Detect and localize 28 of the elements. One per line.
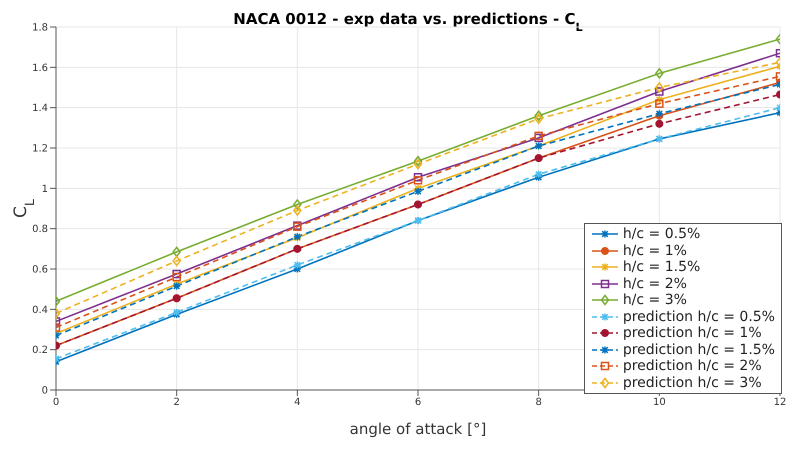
- legend-label: prediction h/c = 0.5%: [622, 308, 775, 325]
- legend-label: prediction h/c = 3%: [622, 374, 762, 391]
- legend-label: prediction h/c = 2%: [622, 358, 762, 374]
- x-tick-label: 6: [414, 397, 422, 408]
- legend-label: h/c = 0.5%: [622, 226, 700, 242]
- y-tick-label: 1.8: [32, 22, 48, 34]
- y-tick-label: 0: [42, 386, 48, 397]
- y-tick-label: 1.2: [32, 144, 48, 155]
- x-tick-label: 12: [774, 397, 786, 408]
- legend-label: prediction h/c = 1%: [622, 325, 762, 342]
- y-tick-label: 1: [42, 184, 48, 195]
- legend-label: h/c = 2%: [622, 276, 687, 292]
- legend-label: h/c = 1.5%: [622, 259, 700, 276]
- legend-label: h/c = 1%: [622, 242, 687, 259]
- y-tick-label: 0.6: [32, 264, 48, 276]
- y-tick-label: 0.4: [32, 304, 48, 316]
- y-tick-label: 1.6: [32, 62, 48, 74]
- x-tick-label: 8: [535, 397, 542, 408]
- x-tick-label: 10: [652, 397, 666, 408]
- y-tick-label: 1.4: [32, 103, 48, 114]
- x-axis-title: angle of attack [°]: [350, 420, 486, 438]
- x-tick-label: 4: [294, 397, 301, 408]
- x-tick-label: 2: [173, 397, 180, 408]
- y-tick-label: 0.2: [32, 345, 48, 356]
- legend-label: h/c = 3%: [622, 292, 687, 308]
- y-tick-label: 0.8: [32, 224, 48, 236]
- legend-label: prediction h/c = 1.5%: [622, 342, 775, 358]
- x-tick-label: 0: [52, 397, 60, 408]
